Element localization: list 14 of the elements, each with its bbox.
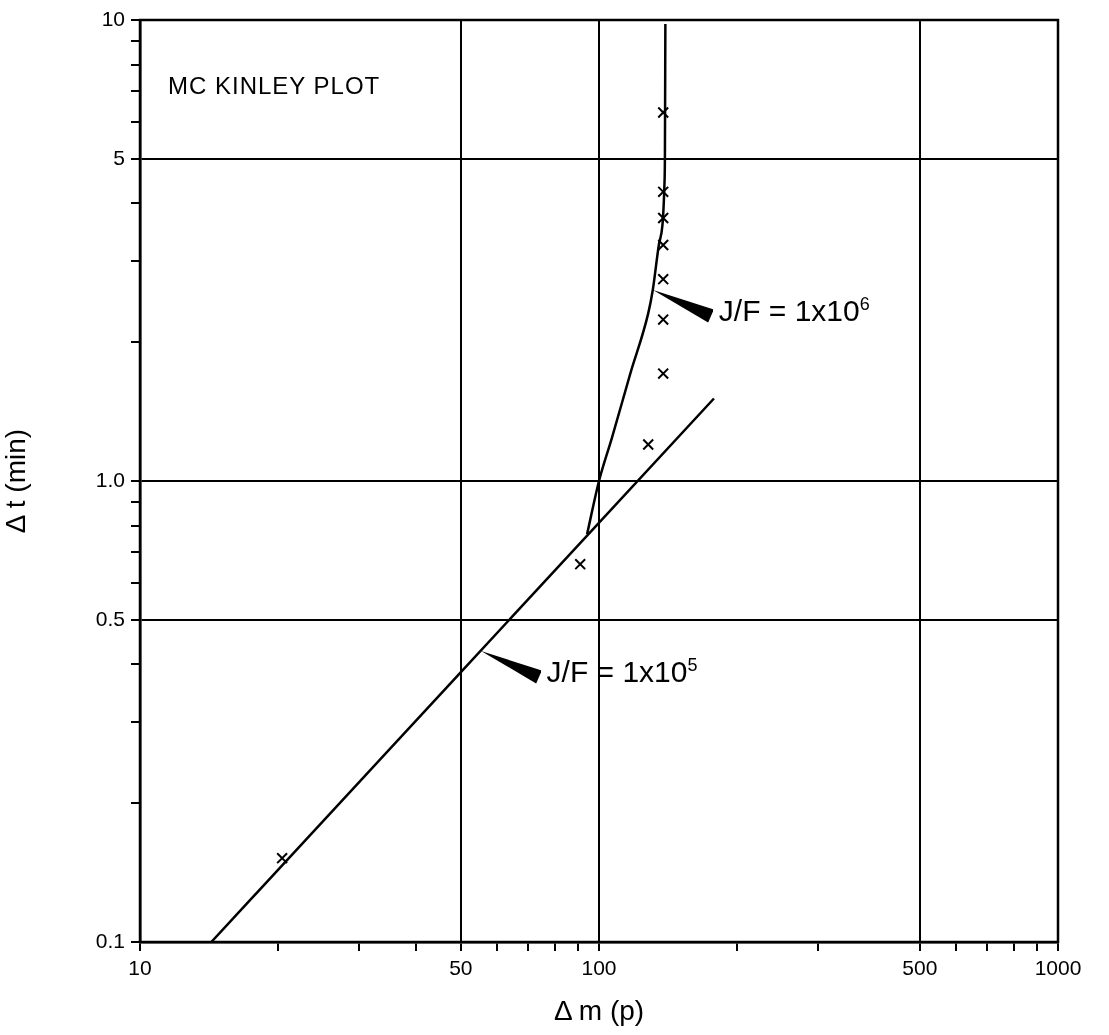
y-tick-label: 10 [101,6,125,30]
y-tick-label: 0.5 [95,606,125,630]
x-tick-label: 10 [128,956,152,980]
x-tick-label: 1000 [1034,956,1082,980]
text: MC KINLEY PLOT [168,72,381,100]
y-tick-label: 5 [113,145,125,169]
x-axis-title: Δ m (p) [553,994,645,1026]
y-tick-label: 0.1 [95,928,125,952]
x-tick-label: 100 [581,956,617,980]
y-axis-title: Δ t (min) [0,428,31,534]
x-tick-label: 50 [449,956,473,980]
x-tick-label: 500 [902,956,938,980]
y-tick-label: 1.0 [95,467,125,491]
annotation: J/F = 1x10$^{6}$ [718,293,870,328]
